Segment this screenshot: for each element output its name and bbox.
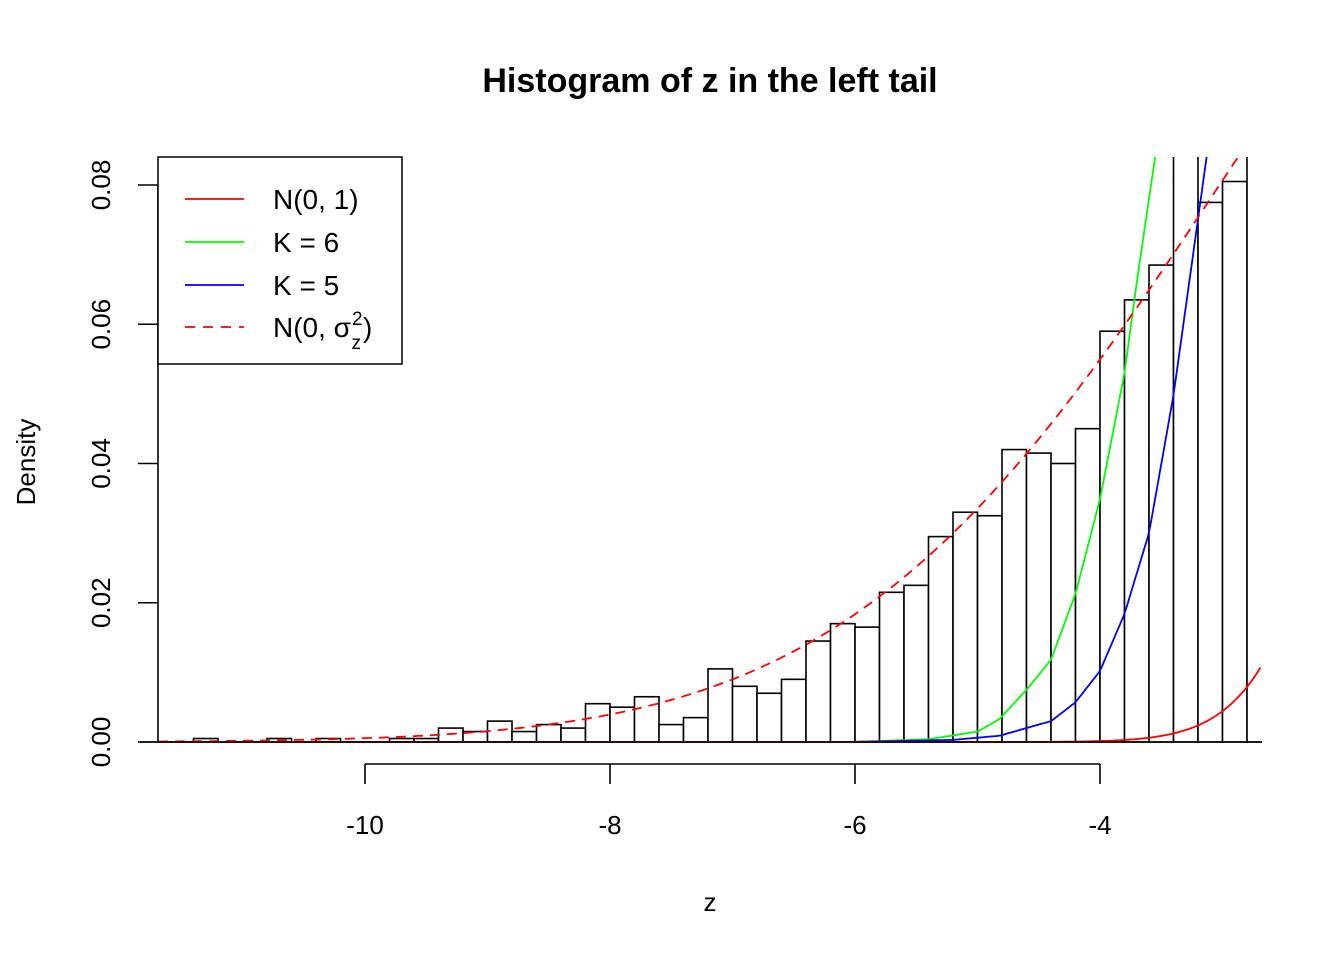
legend-label-sub: z <box>352 333 362 354</box>
x-tick-label: -6 <box>843 810 866 840</box>
x-axis: -10 -8 -6 -4 <box>140 741 1262 840</box>
histogram-bar <box>658 723 685 743</box>
histogram-bar <box>805 640 832 743</box>
histogram-bar <box>437 727 464 743</box>
y-tick-label: 0.06 <box>86 299 116 350</box>
y-axis-label: Density <box>11 419 41 506</box>
legend-box <box>157 156 403 365</box>
histogram-bar <box>1123 299 1150 743</box>
histogram-bar <box>976 514 1003 743</box>
histogram-bar <box>829 622 856 743</box>
histogram-bar <box>609 706 636 743</box>
histogram-bar <box>584 702 611 743</box>
histogram-bar <box>952 511 979 743</box>
histogram-bar <box>1197 201 1224 743</box>
histogram-bar <box>707 668 734 743</box>
y-tick-label: 0.00 <box>86 717 116 768</box>
x-tick-label: -8 <box>598 810 621 840</box>
histogram-bar <box>1074 427 1101 743</box>
histogram-bar <box>560 727 587 743</box>
histogram-bar <box>780 678 807 743</box>
legend-label: N(0, 1) <box>273 184 359 215</box>
legend-label-close: ) <box>363 312 372 343</box>
x-axis-label: z <box>704 887 717 917</box>
histogram-bar <box>878 591 905 743</box>
legend-label: K = 6 <box>273 227 339 258</box>
legend-label-sup: 2 <box>352 309 363 330</box>
histogram-bar <box>535 723 562 743</box>
legend-label-base: N(0, σ <box>273 312 351 343</box>
legend-label: K = 5 <box>273 270 339 301</box>
histogram-bar <box>1025 452 1052 743</box>
y-tick-label: 0.04 <box>86 438 116 489</box>
histogram-bar <box>903 584 930 743</box>
histogram-bar <box>1221 180 1248 743</box>
histogram-bar <box>511 730 538 743</box>
legend: N(0, 1) K = 6 K = 5 N(0, σ2 z) <box>157 156 403 365</box>
histogram-bar <box>756 692 783 743</box>
legend-label: N(0, σ2 z) <box>273 309 372 354</box>
x-tick-label: -10 <box>346 810 384 840</box>
histogram-bar <box>1001 448 1028 743</box>
y-tick-label: 0.08 <box>86 160 116 211</box>
histogram-bar <box>1099 330 1126 743</box>
histogram-bar <box>682 716 709 743</box>
y-tick-label: 0.02 <box>86 577 116 628</box>
y-axis: 0.00 0.02 0.04 0.06 0.08 <box>86 160 159 768</box>
x-tick-label: -4 <box>1088 810 1111 840</box>
histogram-bar <box>854 626 881 743</box>
histogram-bar <box>1172 157 1199 743</box>
histogram-bar <box>486 720 513 743</box>
chart-title: Histogram of z in the left tail <box>482 62 937 100</box>
histogram-bar <box>927 535 954 743</box>
histogram-bars <box>192 157 1262 743</box>
histogram-bar <box>1148 264 1175 743</box>
histogram-bar <box>1246 157 1262 743</box>
histogram-bar <box>731 685 758 743</box>
